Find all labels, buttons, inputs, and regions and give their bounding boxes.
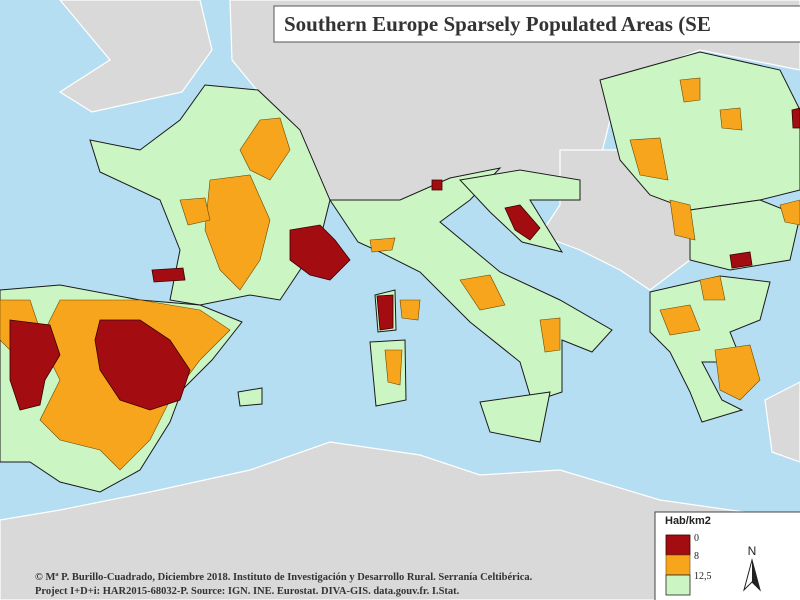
- legend: Hab/km2 0 8 12,5 N: [654, 511, 800, 600]
- legend-label: 0: [694, 533, 699, 544]
- credit-line: Project I+D+i: HAR2015-68032-P. Source: …: [35, 586, 460, 597]
- legend-title: Hab/km2: [665, 515, 711, 527]
- legend-swatch: [665, 574, 691, 596]
- title-box: [273, 5, 800, 43]
- legend-swatch: [665, 534, 691, 556]
- orange-areas: [0, 77, 800, 471]
- north-label: N: [748, 544, 757, 558]
- legend-label: 12,5: [694, 571, 712, 582]
- legend-swatch: [665, 554, 691, 576]
- north-arrow: [752, 560, 760, 590]
- legend-label: 8: [694, 551, 699, 562]
- credit-line: © Mª P. Burillo-Cuadrado, Diciembre 2018…: [35, 572, 533, 583]
- red-areas: [9, 107, 800, 411]
- map-title: Southern Europe Sparsely Populated Areas…: [284, 12, 711, 36]
